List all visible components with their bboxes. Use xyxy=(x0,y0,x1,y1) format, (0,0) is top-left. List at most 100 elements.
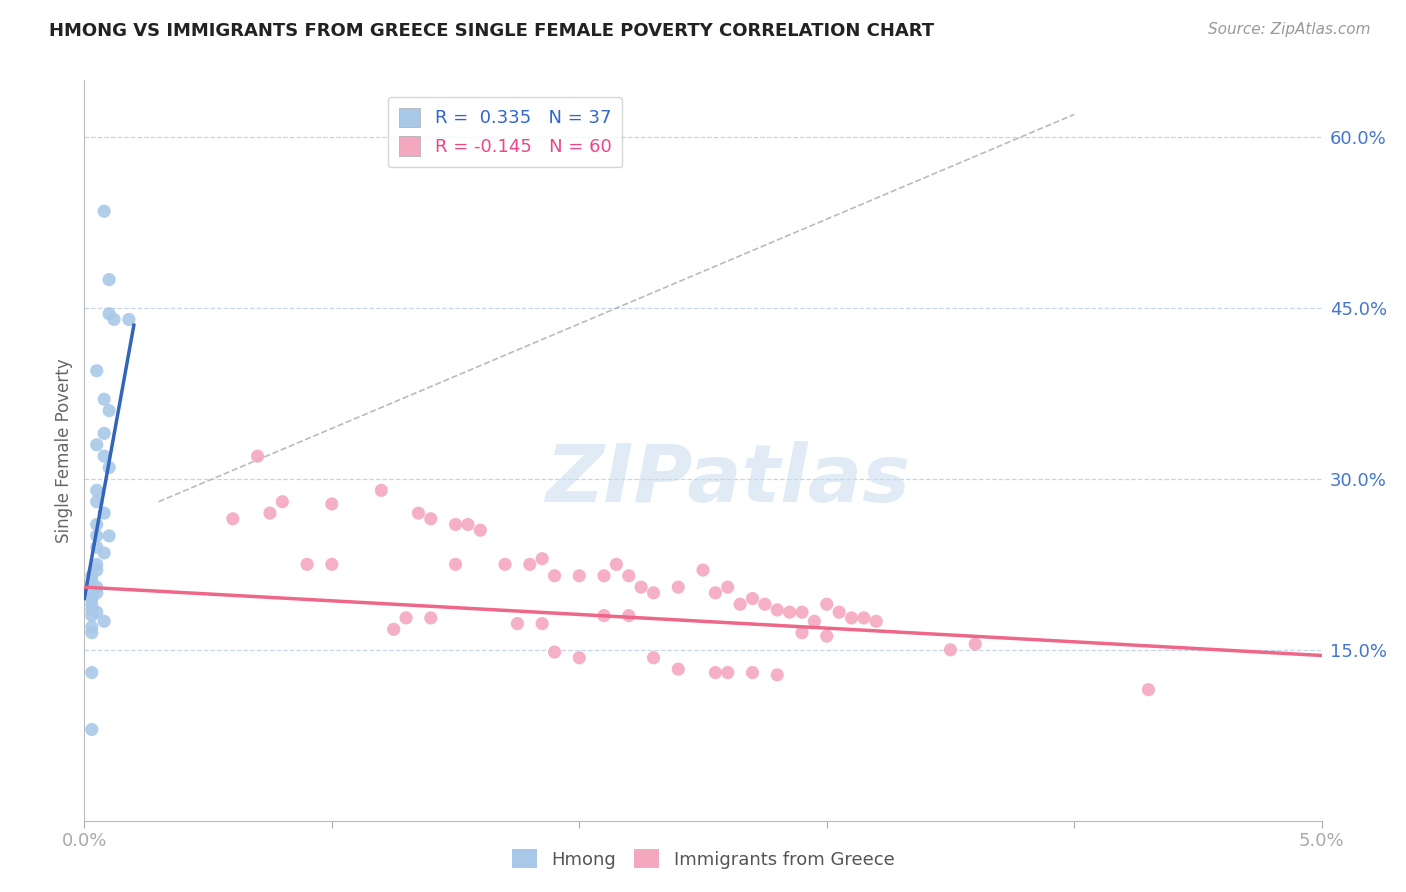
Point xyxy=(841,611,863,625)
Point xyxy=(86,558,108,572)
Point xyxy=(80,665,103,680)
Point xyxy=(519,558,541,572)
Point xyxy=(704,665,727,680)
Point xyxy=(779,605,801,619)
Point xyxy=(86,494,108,508)
Point xyxy=(408,506,430,520)
Point xyxy=(86,438,108,452)
Point xyxy=(93,392,115,407)
Point xyxy=(815,597,838,611)
Point xyxy=(86,580,108,594)
Point xyxy=(80,591,103,606)
Point xyxy=(939,642,962,657)
Legend: R =  0.335   N = 37, R = -0.145   N = 60: R = 0.335 N = 37, R = -0.145 N = 60 xyxy=(388,96,623,167)
Point xyxy=(643,586,665,600)
Text: ZIPatlas: ZIPatlas xyxy=(546,441,910,519)
Point xyxy=(98,403,121,417)
Point xyxy=(790,605,813,619)
Point xyxy=(593,608,616,623)
Point xyxy=(692,563,714,577)
Point xyxy=(419,512,441,526)
Point xyxy=(271,494,294,508)
Point xyxy=(93,546,115,560)
Point xyxy=(741,591,763,606)
Point xyxy=(80,574,103,589)
Point xyxy=(568,650,591,665)
Point xyxy=(717,580,740,594)
Point xyxy=(531,616,554,631)
Y-axis label: Single Female Poverty: Single Female Poverty xyxy=(55,359,73,542)
Point xyxy=(93,449,115,463)
Point xyxy=(1137,682,1160,697)
Point xyxy=(382,622,405,636)
Point xyxy=(222,512,245,526)
Point xyxy=(593,568,616,582)
Point xyxy=(80,568,103,582)
Point xyxy=(815,629,838,643)
Point xyxy=(666,662,689,676)
Point xyxy=(80,586,103,600)
Point xyxy=(93,204,115,219)
Point xyxy=(259,506,281,520)
Point xyxy=(543,568,565,582)
Point xyxy=(80,603,103,617)
Point xyxy=(630,580,652,594)
Point xyxy=(80,620,103,634)
Point xyxy=(86,586,108,600)
Point xyxy=(531,551,554,566)
Point xyxy=(543,645,565,659)
Point xyxy=(93,426,115,441)
Point xyxy=(98,307,121,321)
Point xyxy=(717,665,740,680)
Point xyxy=(321,558,343,572)
Point xyxy=(370,483,392,498)
Point xyxy=(93,615,115,629)
Point xyxy=(766,668,789,682)
Point xyxy=(803,615,825,629)
Point xyxy=(98,460,121,475)
Point xyxy=(965,637,987,651)
Point xyxy=(321,497,343,511)
Point xyxy=(86,541,108,555)
Point xyxy=(643,650,665,665)
Point xyxy=(80,625,103,640)
Point xyxy=(86,517,108,532)
Point xyxy=(80,597,103,611)
Point xyxy=(86,563,108,577)
Point xyxy=(80,608,103,623)
Point xyxy=(86,364,108,378)
Point xyxy=(246,449,269,463)
Point xyxy=(617,568,640,582)
Point xyxy=(666,580,689,594)
Text: Source: ZipAtlas.com: Source: ZipAtlas.com xyxy=(1208,22,1371,37)
Point xyxy=(741,665,763,680)
Point xyxy=(395,611,418,625)
Point xyxy=(617,608,640,623)
Point xyxy=(766,603,789,617)
Point xyxy=(80,723,103,737)
Point xyxy=(444,558,467,572)
Point xyxy=(86,529,108,543)
Point xyxy=(103,312,125,326)
Point xyxy=(754,597,776,611)
Point xyxy=(86,483,108,498)
Point xyxy=(728,597,751,611)
Point xyxy=(865,615,887,629)
Point xyxy=(852,611,875,625)
Point xyxy=(295,558,318,572)
Point xyxy=(457,517,479,532)
Point xyxy=(444,517,467,532)
Point xyxy=(568,568,591,582)
Point xyxy=(98,529,121,543)
Point xyxy=(470,523,492,537)
Point xyxy=(506,616,529,631)
Point xyxy=(118,312,141,326)
Point xyxy=(605,558,627,572)
Text: HMONG VS IMMIGRANTS FROM GREECE SINGLE FEMALE POVERTY CORRELATION CHART: HMONG VS IMMIGRANTS FROM GREECE SINGLE F… xyxy=(49,22,935,40)
Point xyxy=(828,605,851,619)
Point xyxy=(704,586,727,600)
Point xyxy=(86,605,108,619)
Legend: Hmong, Immigrants from Greece: Hmong, Immigrants from Greece xyxy=(505,841,901,876)
Point xyxy=(494,558,516,572)
Point xyxy=(790,625,813,640)
